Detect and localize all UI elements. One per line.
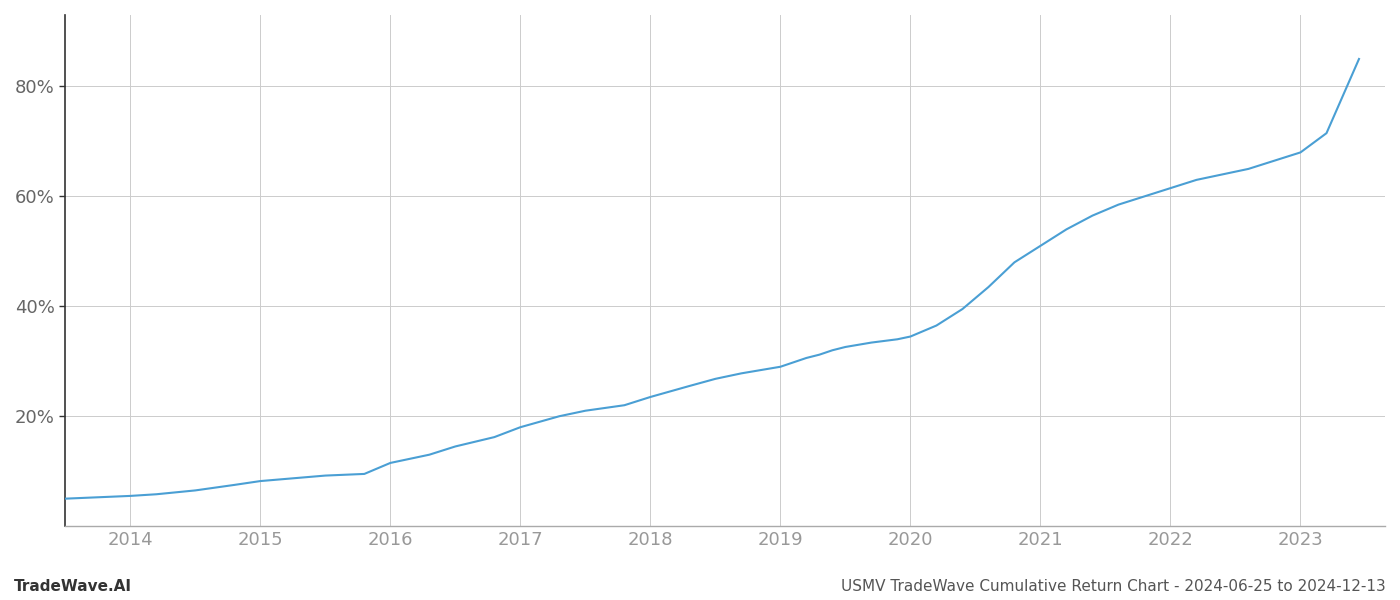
Text: TradeWave.AI: TradeWave.AI <box>14 579 132 594</box>
Text: USMV TradeWave Cumulative Return Chart - 2024-06-25 to 2024-12-13: USMV TradeWave Cumulative Return Chart -… <box>841 579 1386 594</box>
